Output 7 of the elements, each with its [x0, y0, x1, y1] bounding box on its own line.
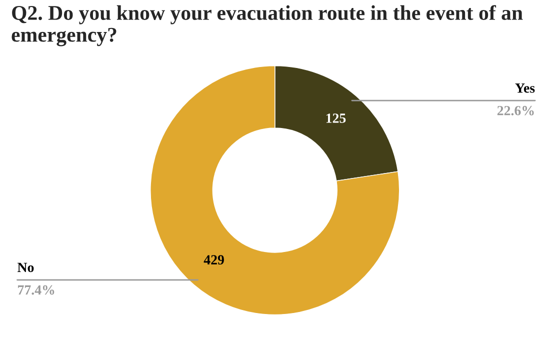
data-label: 77.4% [18, 285, 54, 295]
chart-title: Q2. Do you know your evacuation route in the event of an emergency? [12, 5, 523, 46]
slice-label: No [18, 262, 34, 272]
data-label: 22.6% [497, 106, 534, 116]
text: 125 [326, 114, 346, 123]
text: 429 [204, 255, 224, 264]
slice-label: Yes [515, 84, 535, 93]
